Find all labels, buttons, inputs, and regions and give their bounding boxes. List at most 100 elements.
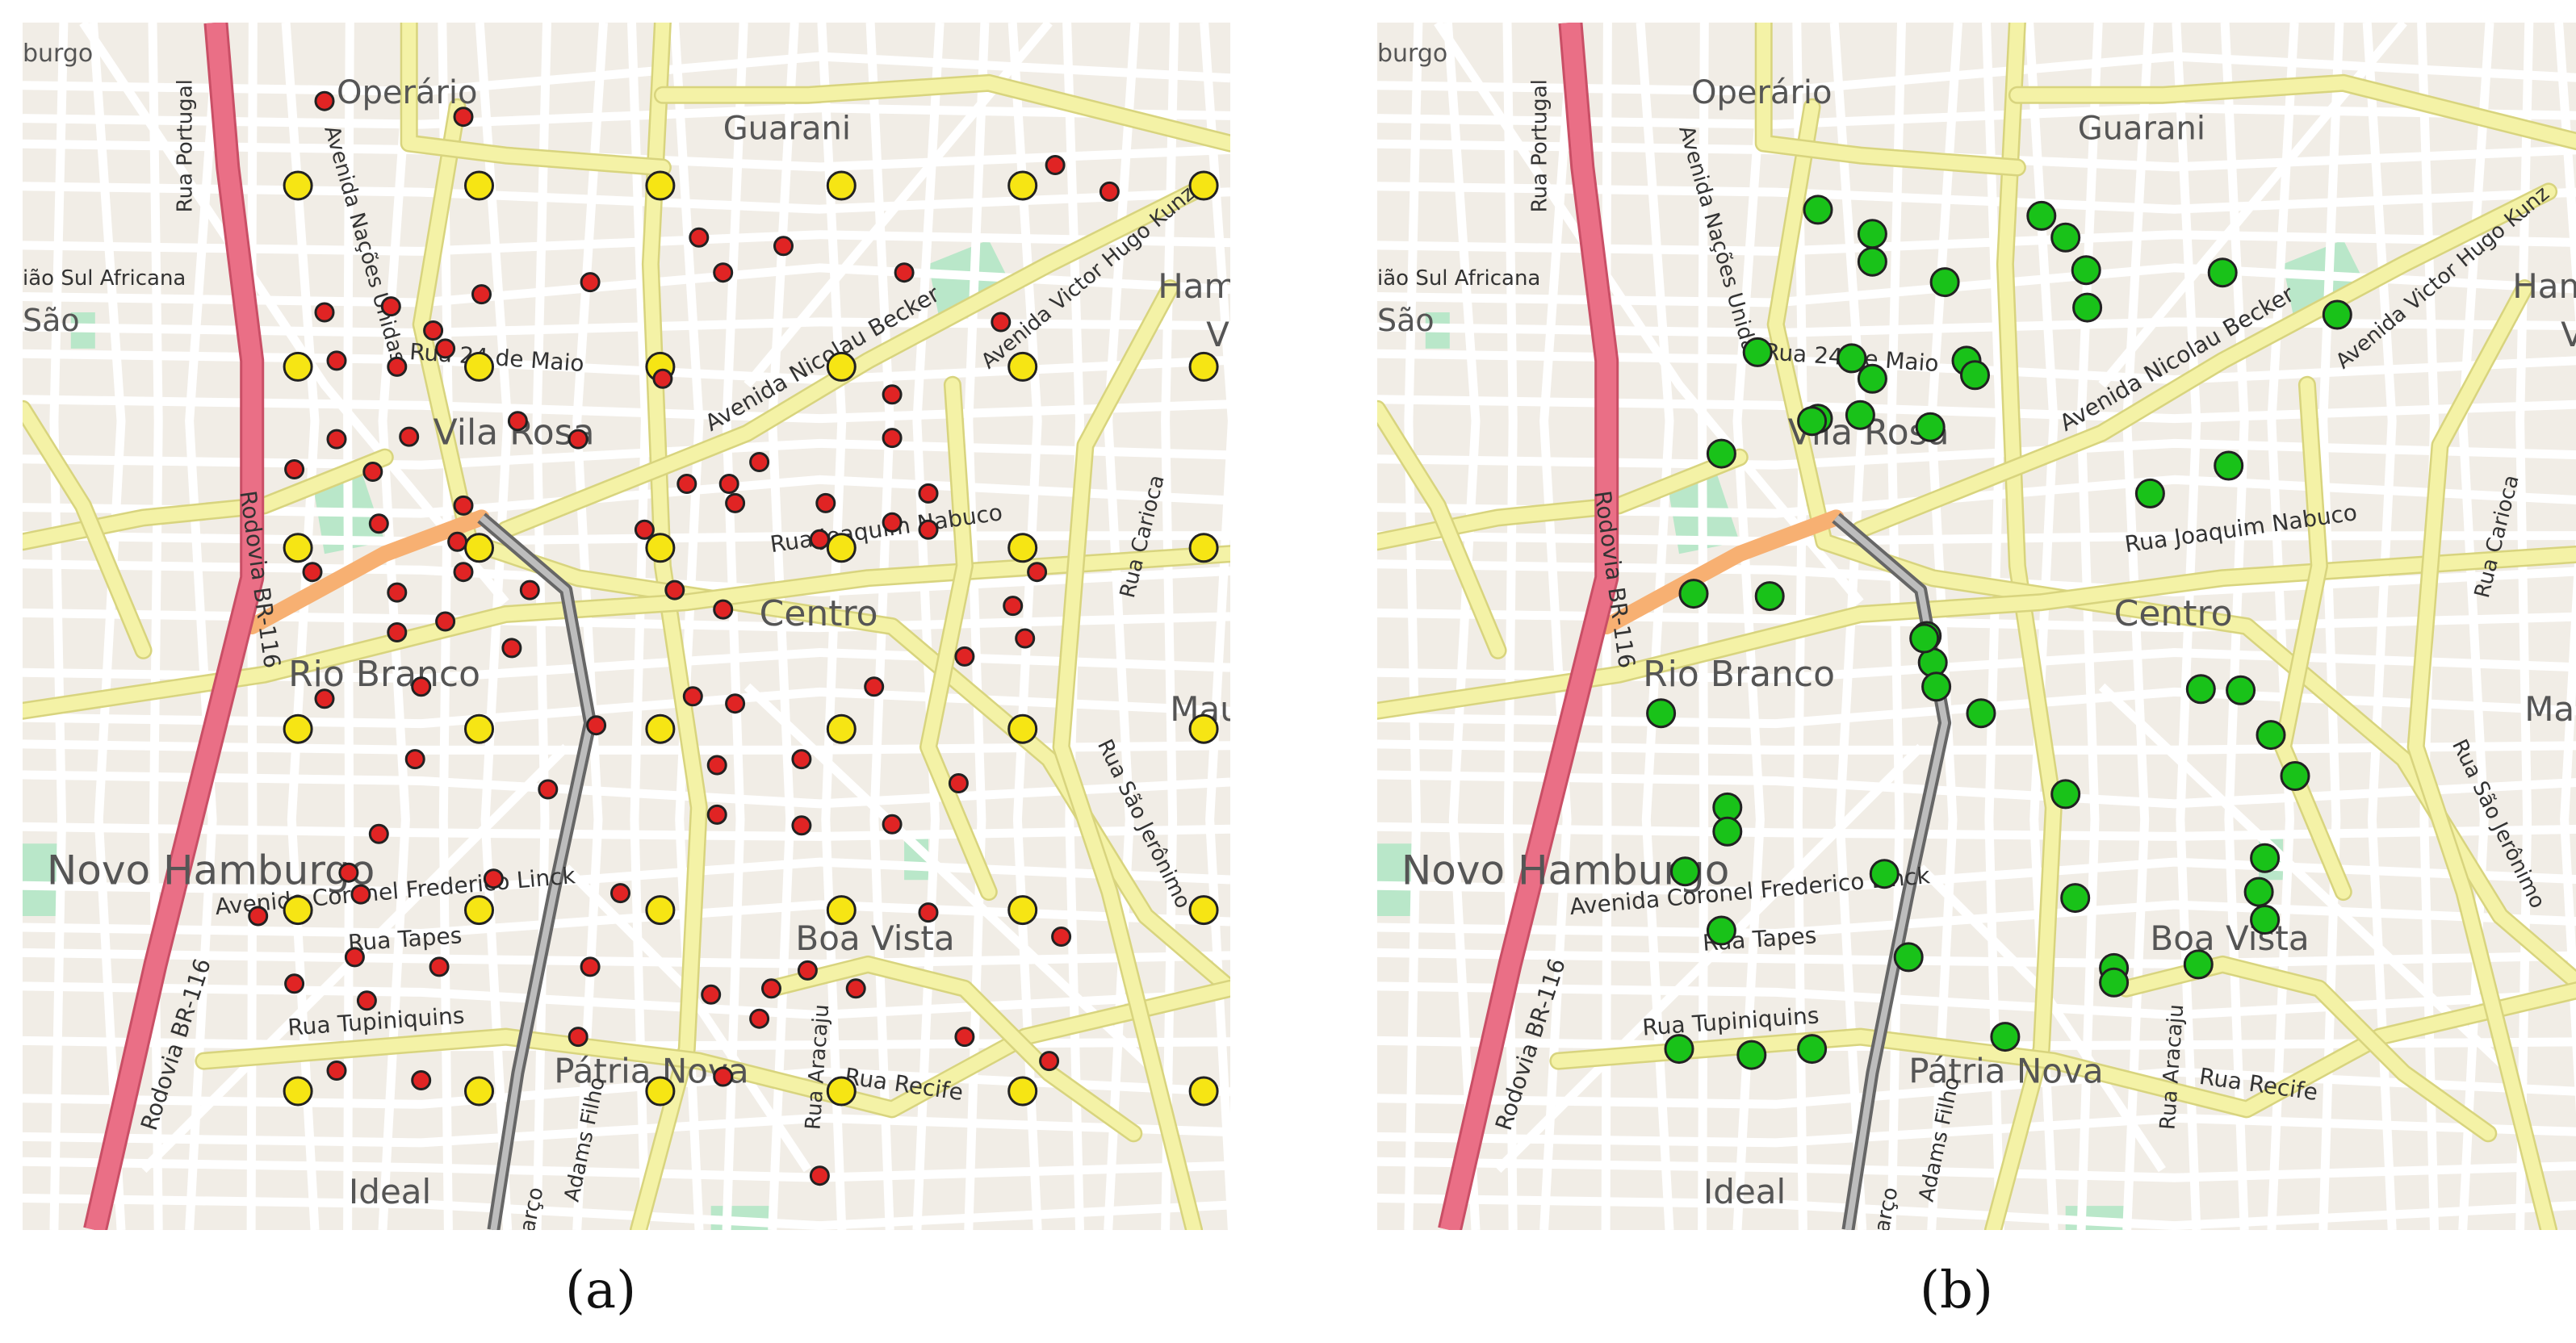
grid-point-16 bbox=[1007, 533, 1038, 563]
street-label-uniao-sul-africana: ião Sul Africana bbox=[1377, 266, 1540, 291]
random-point-36 bbox=[447, 531, 468, 552]
station-point-51 bbox=[1990, 1022, 2021, 1052]
secondary-road-7 bbox=[921, 378, 996, 899]
map-panel-a[interactable]: Operário Guarani Vila Rosa Centro Rio Branco… bbox=[23, 23, 1230, 1230]
random-point-1 bbox=[453, 107, 474, 128]
random-point-61 bbox=[791, 749, 812, 770]
grid-point-15 bbox=[826, 533, 857, 563]
random-point-13 bbox=[991, 312, 1012, 333]
grid-point-6 bbox=[283, 351, 313, 382]
grid-point-22 bbox=[1007, 713, 1038, 744]
random-point-42 bbox=[664, 579, 685, 600]
station-point-20 bbox=[2134, 478, 2165, 508]
station-point-1 bbox=[1857, 219, 1887, 249]
motorway-br116 bbox=[86, 23, 262, 1230]
district-label-ideal: Ideal bbox=[1703, 1172, 1786, 1211]
secondary-road-11 bbox=[764, 957, 1141, 1140]
station-point-43 bbox=[1706, 915, 1736, 946]
minor-street-17 bbox=[23, 770, 1230, 809]
minor-street-47 bbox=[2318, 23, 2344, 1230]
minor-street-8 bbox=[1377, 395, 2576, 424]
random-point-6 bbox=[314, 302, 335, 323]
station-point-10 bbox=[1742, 337, 1773, 367]
station-point-28 bbox=[1966, 698, 1996, 729]
random-point-59 bbox=[586, 715, 607, 736]
district-label-mau: Mau bbox=[2524, 689, 2576, 729]
minor-street-35 bbox=[378, 23, 416, 1230]
station-point-7 bbox=[2072, 292, 2103, 323]
random-point-3 bbox=[1099, 181, 1120, 202]
trunk-road bbox=[244, 509, 490, 634]
district-label-operario: Operário bbox=[1691, 74, 1832, 111]
district-label-rio-branco: Rio Branco bbox=[288, 654, 480, 695]
random-point-81 bbox=[761, 978, 781, 999]
district-label-centro: Centro bbox=[760, 593, 878, 634]
grid-point-33 bbox=[826, 1076, 857, 1107]
minor-street-6 bbox=[1377, 317, 2576, 338]
random-point-37 bbox=[809, 529, 830, 550]
minor-street-43 bbox=[2122, 23, 2154, 1230]
secondary-road-5 bbox=[1757, 23, 2025, 174]
station-point-16 bbox=[1845, 400, 1875, 430]
random-point-16 bbox=[435, 338, 456, 359]
random-point-57 bbox=[404, 749, 425, 770]
random-point-25 bbox=[284, 459, 305, 479]
district-label-burgo: burgo bbox=[23, 40, 93, 68]
minor-street-30 bbox=[1502, 23, 1518, 1230]
random-point-35 bbox=[368, 513, 389, 534]
station-point-37 bbox=[1670, 856, 1700, 887]
district-label-v: V bbox=[1206, 315, 1229, 354]
random-point-70 bbox=[350, 884, 371, 905]
grid-point-12 bbox=[283, 533, 313, 563]
minor-street-6 bbox=[23, 317, 1230, 338]
random-point-67 bbox=[882, 814, 903, 835]
minor-street-25 bbox=[1377, 1113, 2576, 1148]
minor-street-18 bbox=[23, 822, 1230, 841]
random-point-33 bbox=[815, 492, 836, 513]
random-point-63 bbox=[338, 862, 359, 883]
district-label-ham: Ham bbox=[1158, 266, 1230, 306]
street-label-rua-portugal: Rua Portugal bbox=[173, 79, 197, 212]
station-point-8 bbox=[2207, 257, 2238, 288]
district-label-patria-nova: Pátria Nova bbox=[1908, 1052, 2103, 1091]
random-point-69 bbox=[248, 906, 269, 927]
random-point-0 bbox=[314, 90, 335, 111]
random-point-23 bbox=[749, 452, 770, 472]
minor-street-33 bbox=[281, 23, 320, 1230]
secondary-road-0 bbox=[1986, 23, 2061, 1230]
minor-street-9 bbox=[1377, 438, 2576, 470]
station-point-17 bbox=[1797, 406, 1828, 437]
minor-street-48 bbox=[1007, 23, 1042, 1230]
map-panel-b[interactable]: Operário Guarani Vila Rosa Centro Rio Branco… bbox=[1377, 23, 2576, 1230]
park-area-2 bbox=[23, 843, 59, 916]
station-point-49 bbox=[1736, 1040, 1767, 1070]
minor-street-26 bbox=[23, 1157, 1230, 1182]
random-point-77 bbox=[797, 960, 818, 981]
random-point-45 bbox=[387, 622, 408, 642]
minor-street-47 bbox=[964, 23, 990, 1230]
random-point-41 bbox=[453, 562, 474, 583]
random-point-20 bbox=[399, 426, 420, 447]
station-point-21 bbox=[2214, 450, 2244, 481]
random-point-82 bbox=[845, 978, 866, 999]
random-point-9 bbox=[471, 284, 492, 305]
grid-point-28 bbox=[1007, 895, 1038, 926]
random-point-64 bbox=[483, 868, 504, 889]
random-point-48 bbox=[1003, 596, 1024, 617]
grid-point-27 bbox=[826, 895, 857, 926]
minor-street-29 bbox=[1443, 23, 1481, 1230]
grid-point-21 bbox=[826, 713, 857, 744]
station-point-47 bbox=[2183, 949, 2214, 980]
minor-street-28 bbox=[1404, 23, 1423, 1230]
minor-street-56 bbox=[2098, 23, 2407, 388]
random-point-50 bbox=[411, 676, 432, 697]
random-point-7 bbox=[380, 296, 401, 317]
random-point-47 bbox=[519, 579, 540, 600]
district-label-boa-vista: Boa Vista bbox=[2150, 918, 2309, 958]
random-point-46 bbox=[435, 611, 456, 632]
station-point-39 bbox=[2250, 843, 2281, 873]
station-point-27 bbox=[1909, 623, 1940, 654]
minor-street-8 bbox=[23, 395, 1230, 424]
random-point-73 bbox=[1051, 927, 1072, 947]
random-point-38 bbox=[918, 519, 939, 540]
